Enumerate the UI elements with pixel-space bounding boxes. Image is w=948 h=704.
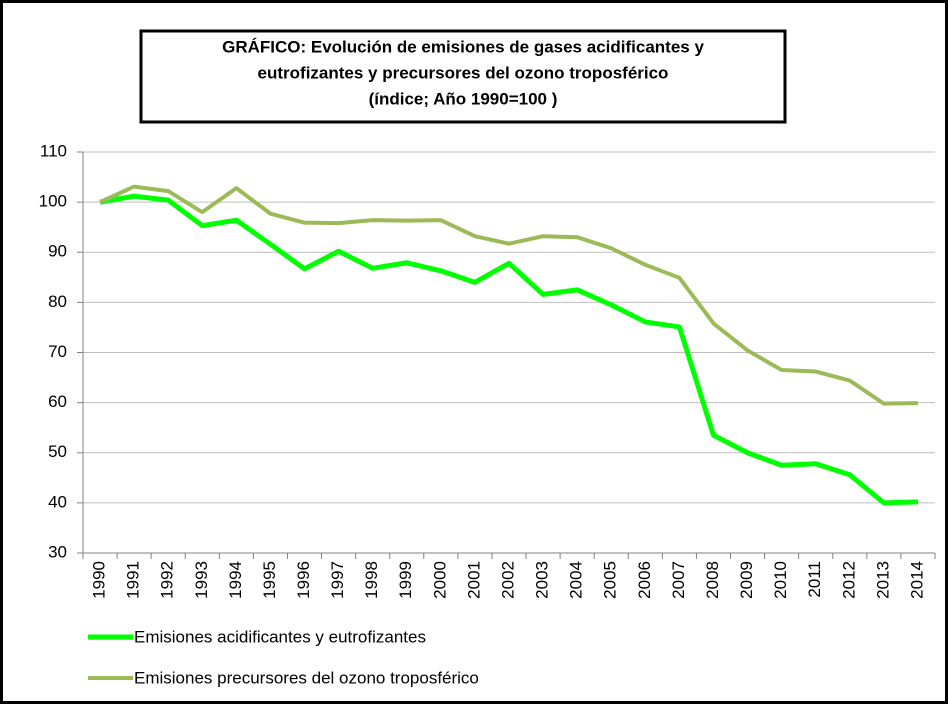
x-tick-label: 1993 — [192, 561, 211, 599]
x-tick-label: 2007 — [669, 561, 688, 599]
x-tick-label: 2000 — [430, 561, 449, 599]
x-tick-label: 2006 — [635, 561, 654, 599]
x-tick-label: 1994 — [226, 561, 245, 599]
x-tick-label: 2014 — [907, 561, 926, 599]
x-tick-label: 2003 — [533, 561, 552, 599]
x-tick-label: 1990 — [90, 561, 109, 599]
x-tick-label: 2010 — [771, 561, 790, 599]
y-tick-label: 40 — [48, 492, 67, 511]
chart-title: eutrofizantes y precursores del ozono tr… — [258, 63, 669, 82]
x-tick-label: 2005 — [601, 561, 620, 599]
x-tick-label: 2009 — [737, 561, 756, 599]
x-tick-label: 2004 — [567, 561, 586, 599]
x-tick-label: 1997 — [328, 561, 347, 599]
x-tick-label: 1995 — [260, 561, 279, 599]
series-line — [99, 184, 918, 406]
chart-title: (índice; Año 1990=100 ) — [369, 89, 558, 108]
y-tick-label: 70 — [48, 342, 67, 361]
y-tick-label: 100 — [39, 192, 67, 211]
y-tick-label: 30 — [48, 542, 67, 561]
x-tick-label: 2012 — [839, 561, 858, 599]
y-tick-label: 50 — [48, 442, 67, 461]
legend-label: Emisiones acidificantes y eutrofizantes — [134, 627, 426, 646]
title-box — [139, 29, 787, 124]
y-tick-label: 90 — [48, 242, 67, 261]
x-tick-label: 1991 — [124, 561, 143, 599]
series-line — [99, 193, 919, 506]
x-tick-label: 2008 — [703, 561, 722, 599]
x-tick-label: 2011 — [805, 561, 824, 598]
x-tick-label: 1996 — [294, 561, 313, 599]
chart-title: GRÁFICO: Evolución de emisiones de gases… — [222, 37, 704, 56]
x-tick-label: 2002 — [498, 561, 517, 599]
y-tick-label: 80 — [48, 292, 67, 311]
y-tick-label: 110 — [40, 141, 67, 160]
x-tick-label: 2001 — [464, 561, 483, 599]
y-tick-label: 60 — [48, 392, 67, 411]
x-tick-label: 1998 — [362, 561, 381, 599]
legend-label: Emisiones precursores del ozono troposfé… — [134, 668, 479, 687]
x-tick-label: 1999 — [396, 561, 415, 599]
x-tick-label: 1992 — [158, 561, 177, 599]
x-tick-label: 2013 — [873, 561, 892, 599]
